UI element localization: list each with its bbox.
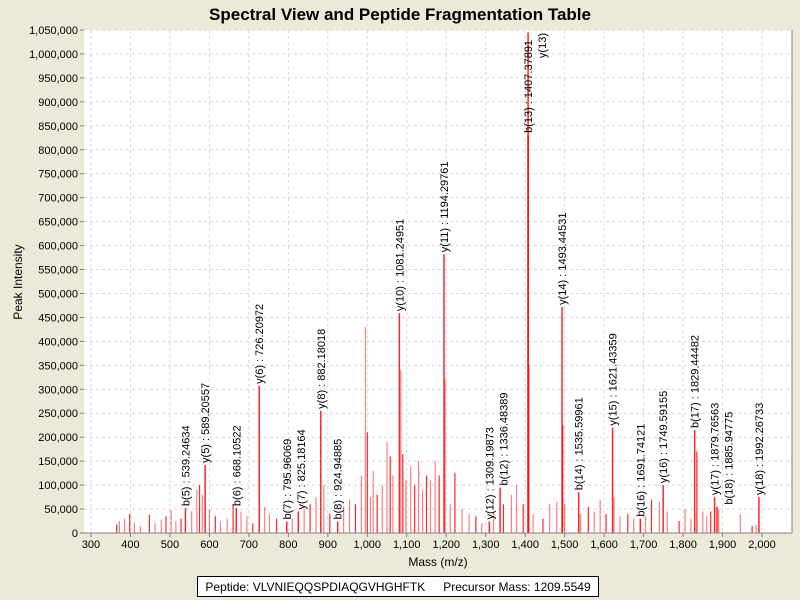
y-tick-label: 300,000 — [38, 384, 78, 396]
x-tick-label: 1,400 — [511, 539, 539, 551]
peak-label: y(6) : 726.20972 — [254, 304, 266, 384]
peak-label: y(17) : 1879.76563 — [710, 403, 722, 495]
peak-label: y(10) : 1081.24951 — [394, 219, 406, 311]
y-tick-label: 950,000 — [38, 73, 78, 85]
x-axis-ticks: 300 400 500 600 700 800 900 1,000 1,100 1,200 1,30… — [82, 533, 776, 551]
y-tick-label: 600,000 — [38, 241, 78, 253]
y-tick-label: 100,000 — [38, 480, 78, 492]
x-tick-label: 1,700 — [630, 539, 658, 551]
peak-label: y(12) : 1309.19873 — [484, 427, 496, 519]
y-tick-label: 800,000 — [38, 145, 78, 157]
peptide-sequence: Peptide: VLVNIEQQSPDIAQGVHGHFTK — [205, 579, 426, 594]
peak-label: b(14) : 1535.59961 — [574, 397, 586, 490]
peak-label: b(16) : 1691.74121 — [635, 424, 647, 517]
x-tick-label: 700 — [240, 539, 258, 551]
x-tick-label: 1,600 — [590, 539, 618, 551]
x-tick-label: 1,300 — [472, 539, 500, 551]
x-tick-label: 900 — [319, 539, 337, 551]
x-tick-label: 1,900 — [709, 539, 737, 551]
peak-labels: b(5) : 539.24634 y(5) : 589.20557 b(6) : 6… — [180, 33, 766, 520]
peak-label: b(12) : 1336.48389 — [498, 393, 510, 486]
peak-label: b(18) : 1885.94775 — [724, 412, 736, 505]
y-tick-label: 250,000 — [38, 408, 78, 420]
plot-area — [84, 30, 792, 533]
y-axis-ticks: 0 50,000 100,000 150,000 200,000 250,000 300,0… — [29, 25, 84, 540]
peak-label: b(5) : 539.24634 — [180, 425, 192, 506]
peaks — [116, 32, 760, 533]
x-axis-label: Mass (m/z) — [408, 555, 467, 569]
x-tick-label: 300 — [82, 539, 100, 551]
peptide-legend: Peptide: VLVNIEQQSPDIAQGVHGHFTK Precurso… — [197, 576, 599, 597]
x-tick-label: 400 — [121, 539, 139, 551]
x-tick-label: 1,000 — [354, 539, 382, 551]
y-axis-label: Peak Intensity — [11, 244, 25, 319]
x-tick-label: 500 — [161, 539, 179, 551]
peak-label: b(7) : 795.96069 — [282, 439, 294, 520]
peak-label: y(16) : 1749.59155 — [658, 391, 670, 483]
x-tick-label: 1,200 — [432, 539, 460, 551]
x-tick-label: 600 — [200, 539, 218, 551]
y-tick-label: 700,000 — [38, 193, 78, 205]
peak-label: b(17) : 1829.44482 — [690, 335, 702, 428]
y-tick-label: 200,000 — [38, 432, 78, 444]
peak-label: y(15) : 1621.43359 — [608, 333, 620, 425]
x-tick-label: 2,000 — [748, 539, 776, 551]
y-tick-label: 400,000 — [38, 336, 78, 348]
peak-label: y(11) : 1194.29761 — [439, 161, 451, 252]
y-tick-label: 0 — [72, 528, 78, 540]
y-tick-label: 550,000 — [38, 265, 78, 277]
peak-label: y(5) : 589.20557 — [200, 383, 212, 463]
precursor-mass: Precursor Mass: 1209.5549 — [443, 579, 591, 594]
peak-label: b(6) : 668.10522 — [231, 425, 243, 506]
chart-title: Spectral View and Peptide Fragmentation … — [209, 5, 591, 24]
peak-label: y(14) : 1493.44531 — [557, 213, 569, 305]
y-tick-label: 450,000 — [38, 312, 78, 324]
x-tick-label: 1,500 — [551, 539, 579, 551]
x-tick-label: 800 — [279, 539, 297, 551]
y-tick-label: 1,000,000 — [29, 49, 78, 61]
peak-label: b(13) : 1407.37891 — [523, 40, 535, 133]
peak-label: y(7) : 825.18164 — [296, 429, 308, 509]
y-tick-label: 900,000 — [38, 97, 78, 109]
peak-label: y(8) : 882.18018 — [316, 329, 328, 409]
peak-label: y(13) — [537, 33, 549, 58]
y-tick-label: 350,000 — [38, 360, 78, 372]
peak-label: y(18) : 1992.26733 — [754, 403, 766, 495]
peak-label: b(8) : 924.94885 — [333, 439, 345, 520]
y-tick-label: 50,000 — [44, 504, 78, 516]
y-tick-label: 150,000 — [38, 456, 78, 468]
y-tick-label: 1,050,000 — [29, 25, 78, 37]
y-tick-label: 650,000 — [38, 217, 78, 229]
x-tick-label: 1,800 — [669, 539, 697, 551]
y-tick-label: 750,000 — [38, 169, 78, 181]
y-tick-label: 850,000 — [38, 121, 78, 133]
y-tick-label: 500,000 — [38, 288, 78, 300]
grid — [84, 29, 792, 533]
x-tick-label: 1,100 — [393, 539, 421, 551]
